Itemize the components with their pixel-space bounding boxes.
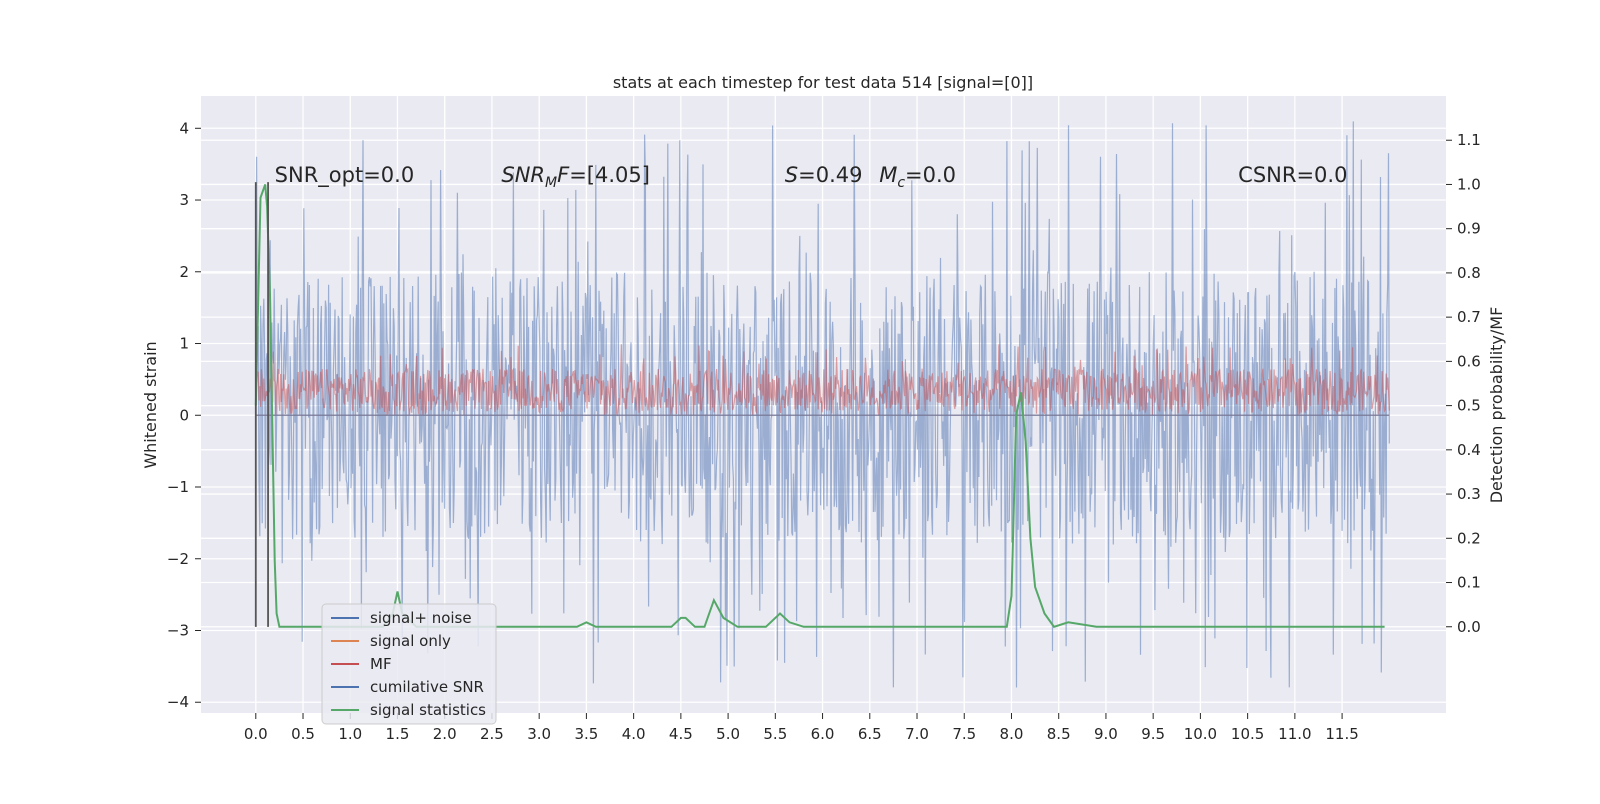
y-tick-label: −3 xyxy=(167,621,189,639)
y2-tick-label: 0.4 xyxy=(1457,441,1481,459)
legend-box xyxy=(321,603,497,725)
series-mf xyxy=(255,344,1390,417)
axes: 0.0 0.5 1.0 1.5 2.0 2.5 3.0 3.5 4.0 4.5 5.0 5.5 6.0 6… xyxy=(167,119,1481,743)
x-tick-label: 4.0 xyxy=(622,725,646,743)
y2-tick-label: 0.7 xyxy=(1457,308,1481,326)
series-signal-statistics xyxy=(254,184,1385,628)
x-tick-label: 9.5 xyxy=(1141,725,1165,743)
x-tick-label: 4.5 xyxy=(669,725,693,743)
legend: signal+ noise signal only MF cumilative SNR… xyxy=(321,603,497,725)
annotation-s: S=0.49 xyxy=(785,163,863,187)
x-tick-label: 8.0 xyxy=(1000,725,1024,743)
y2-tick-label: 0.1 xyxy=(1457,574,1481,592)
x-tick-label: 10.0 xyxy=(1184,725,1217,743)
x-tick-label: 3.5 xyxy=(574,725,598,743)
x-tick-label: 1.5 xyxy=(386,725,410,743)
x-tick-label: 0.5 xyxy=(291,725,315,743)
annotation-snr-mf: SNRMF=[4.05] xyxy=(501,163,650,191)
y-tick-label: 1 xyxy=(179,335,189,353)
x-tick-label: 5.5 xyxy=(763,725,787,743)
y2-tick-label: 0.2 xyxy=(1457,529,1481,547)
x-tick-label: 8.5 xyxy=(1047,725,1071,743)
legend-label: signal+ noise xyxy=(370,609,472,627)
y2-tick-label: 0.5 xyxy=(1457,397,1481,415)
y2-tick-label: 1.0 xyxy=(1457,175,1481,193)
legend-label: cumilative SNR xyxy=(370,678,484,696)
chart-title: stats at each timestep for test data 514… xyxy=(613,73,1033,92)
y-tick-label: −4 xyxy=(167,693,189,711)
x-tick-label: 5.0 xyxy=(716,725,740,743)
x-tick-label: 2.5 xyxy=(480,725,504,743)
y2-tick-label: 0.8 xyxy=(1457,264,1481,282)
annotations: SNR_opt=0.0 SNRMF=[4.05] S=0.49 Mc=0.0 CSNR=… xyxy=(275,163,1348,191)
x-tick-label: 9.0 xyxy=(1094,725,1118,743)
annotation-snr-opt: SNR_opt=0.0 xyxy=(275,163,415,188)
x-tick-label: 2.0 xyxy=(433,725,457,743)
x-tick-label: 10.5 xyxy=(1231,725,1264,743)
y-tick-label: 3 xyxy=(179,191,189,209)
y2-tick-label: 0.6 xyxy=(1457,352,1481,370)
x-tick-label: 6.0 xyxy=(811,725,835,743)
y-tick-label: 4 xyxy=(179,119,189,137)
x-tick-label: 7.5 xyxy=(952,725,976,743)
y2-tick-label: 0.9 xyxy=(1457,220,1481,238)
legend-label: signal only xyxy=(370,632,451,650)
y-tick-label: −1 xyxy=(167,478,189,496)
y2-tick-label: 0.3 xyxy=(1457,485,1481,503)
x-tick-label: 1.0 xyxy=(338,725,362,743)
y-tick-label: 2 xyxy=(179,263,189,281)
legend-label: signal statistics xyxy=(370,701,486,719)
annotation-csnr: CSNR=0.0 xyxy=(1238,163,1347,187)
y2-tick-label: 0.0 xyxy=(1457,618,1481,636)
x-tick-label: 3.0 xyxy=(527,725,551,743)
y-axis-label: Whitened strain xyxy=(141,341,160,468)
y-tick-label: −2 xyxy=(167,550,189,568)
x-tick-label: 6.5 xyxy=(858,725,882,743)
x-tick-label: 11.5 xyxy=(1325,725,1358,743)
y-tick-label: 0 xyxy=(179,406,189,424)
data-layer xyxy=(254,121,1390,688)
x-tick-label: 11.0 xyxy=(1278,725,1311,743)
legend-label: MF xyxy=(370,655,392,673)
y-axis-label-right: Detection probability/MF xyxy=(1487,307,1506,504)
y2-tick-label: 1.1 xyxy=(1457,131,1481,149)
x-tick-label: 7.0 xyxy=(905,725,929,743)
x-tick-label: 0.0 xyxy=(244,725,268,743)
annotation-mc: Mc=0.0 xyxy=(879,163,956,191)
